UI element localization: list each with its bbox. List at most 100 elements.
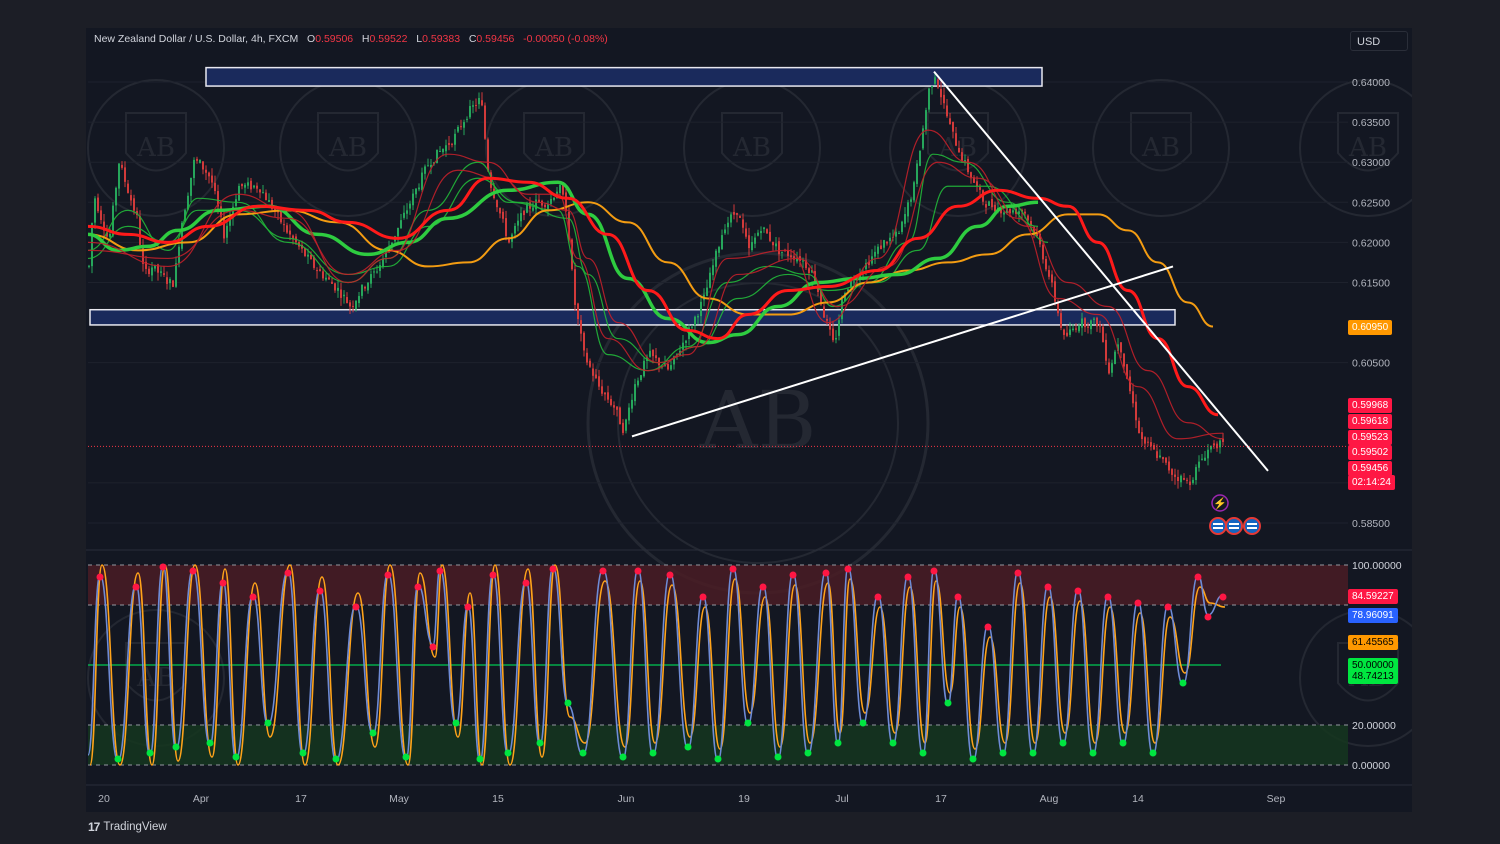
cross-down-dot — [666, 571, 674, 579]
cross-down-dot — [954, 593, 962, 601]
cross-up-dot — [944, 699, 952, 707]
candle-body — [823, 306, 825, 318]
candle-body — [838, 320, 840, 336]
candle-body — [283, 224, 285, 226]
candle-body — [178, 246, 180, 264]
candle-body — [1141, 432, 1143, 440]
candle-body — [751, 242, 753, 251]
price-tag: 0.59618 — [1348, 413, 1393, 429]
us-flag-stripe — [1229, 527, 1239, 529]
candle-body — [793, 256, 795, 260]
cross-up-dot — [504, 749, 512, 757]
candle-body — [769, 231, 771, 241]
ema-green-thick-line — [87, 180, 1039, 345]
candle-body — [115, 187, 117, 206]
candle-body — [724, 229, 726, 234]
chart-panel[interactable]: ABABABABABABABABABAB⚡0.640000.635000.630… — [86, 28, 1412, 812]
candle-body — [619, 407, 621, 425]
candle-body — [883, 240, 885, 248]
candle-body — [340, 289, 342, 298]
candle-body — [736, 213, 738, 215]
candle-body — [337, 287, 339, 291]
candle-body — [88, 265, 90, 267]
cross-up-dot — [452, 719, 460, 727]
cross-up-dot — [579, 749, 587, 757]
candle-body — [667, 363, 669, 370]
candle-body — [232, 206, 234, 218]
candle-body — [910, 199, 912, 202]
candle-body — [460, 126, 462, 128]
candle-body — [1018, 211, 1020, 215]
candle-body — [940, 88, 942, 98]
candle-body — [490, 172, 492, 188]
watermark-initials: AB — [1141, 133, 1180, 163]
candle-body — [175, 263, 177, 287]
candle-body — [508, 237, 510, 243]
candle-body — [130, 195, 132, 201]
candle-body — [94, 198, 96, 223]
candle-body — [430, 164, 432, 168]
cross-down-dot — [759, 583, 767, 591]
candle-body — [202, 161, 204, 170]
candle-body — [256, 185, 258, 189]
candle-body — [532, 207, 534, 211]
candle-body — [586, 352, 588, 363]
candle-body — [781, 251, 783, 253]
candles — [88, 72, 1224, 491]
watermark-initials: AB — [328, 133, 367, 163]
candle-body — [169, 278, 171, 284]
candle-body — [685, 340, 687, 344]
candle-body — [1090, 320, 1092, 330]
cross-down-dot — [1134, 599, 1142, 607]
cross-down-dot — [1204, 613, 1212, 621]
candle-body — [517, 220, 519, 226]
cross-down-dot — [96, 573, 104, 581]
candle-body — [334, 283, 336, 291]
watermark-shield — [317, 112, 379, 172]
candle-body — [250, 180, 252, 190]
x-tick-label: May — [389, 793, 410, 805]
candle-body — [436, 149, 438, 164]
open-label: O — [307, 33, 316, 45]
candle-body — [1069, 329, 1071, 335]
candle-body — [1198, 461, 1200, 468]
tradingview-brand[interactable]: 17 TradingView — [88, 820, 167, 834]
candle-body — [1201, 458, 1203, 460]
chart-canvas[interactable]: ABABABABABABABABABAB⚡0.640000.635000.630… — [86, 28, 1412, 812]
candle-body — [850, 280, 852, 288]
candle-body — [541, 200, 543, 206]
cross-up-dot — [146, 749, 154, 757]
candle-body — [571, 239, 573, 270]
cross-down-dot — [874, 593, 882, 601]
candle-body — [1030, 221, 1032, 226]
candle-body — [427, 165, 429, 167]
candle-body — [514, 225, 516, 234]
y-tick-label: 0.62500 — [1352, 197, 1390, 209]
cross-up-dot — [206, 739, 214, 747]
candle-body — [142, 246, 144, 264]
cross-up-dot — [1119, 739, 1127, 747]
cross-down-dot — [249, 593, 257, 601]
candle-body — [544, 204, 546, 208]
candle-body — [1048, 270, 1050, 277]
candle-body — [1099, 324, 1101, 327]
candle-body — [673, 356, 675, 365]
candle-body — [1075, 328, 1077, 330]
candle-body — [925, 110, 927, 130]
candle-body — [172, 280, 174, 287]
candle-body — [865, 262, 867, 270]
candle-body — [1168, 461, 1170, 471]
candle-body — [331, 281, 333, 284]
candle-body — [841, 299, 843, 320]
candle-body — [808, 268, 810, 273]
candle-body — [352, 305, 354, 307]
currency-button[interactable]: USD — [1350, 31, 1408, 51]
candle-body — [994, 205, 996, 212]
candle-body — [139, 216, 141, 245]
watermark-shield — [1337, 642, 1399, 702]
candle-body — [583, 332, 585, 351]
x-tick-label: Jun — [618, 793, 635, 805]
candle-body — [613, 405, 615, 408]
low-value: 0.59383 — [422, 33, 461, 45]
candle-body — [700, 301, 702, 317]
